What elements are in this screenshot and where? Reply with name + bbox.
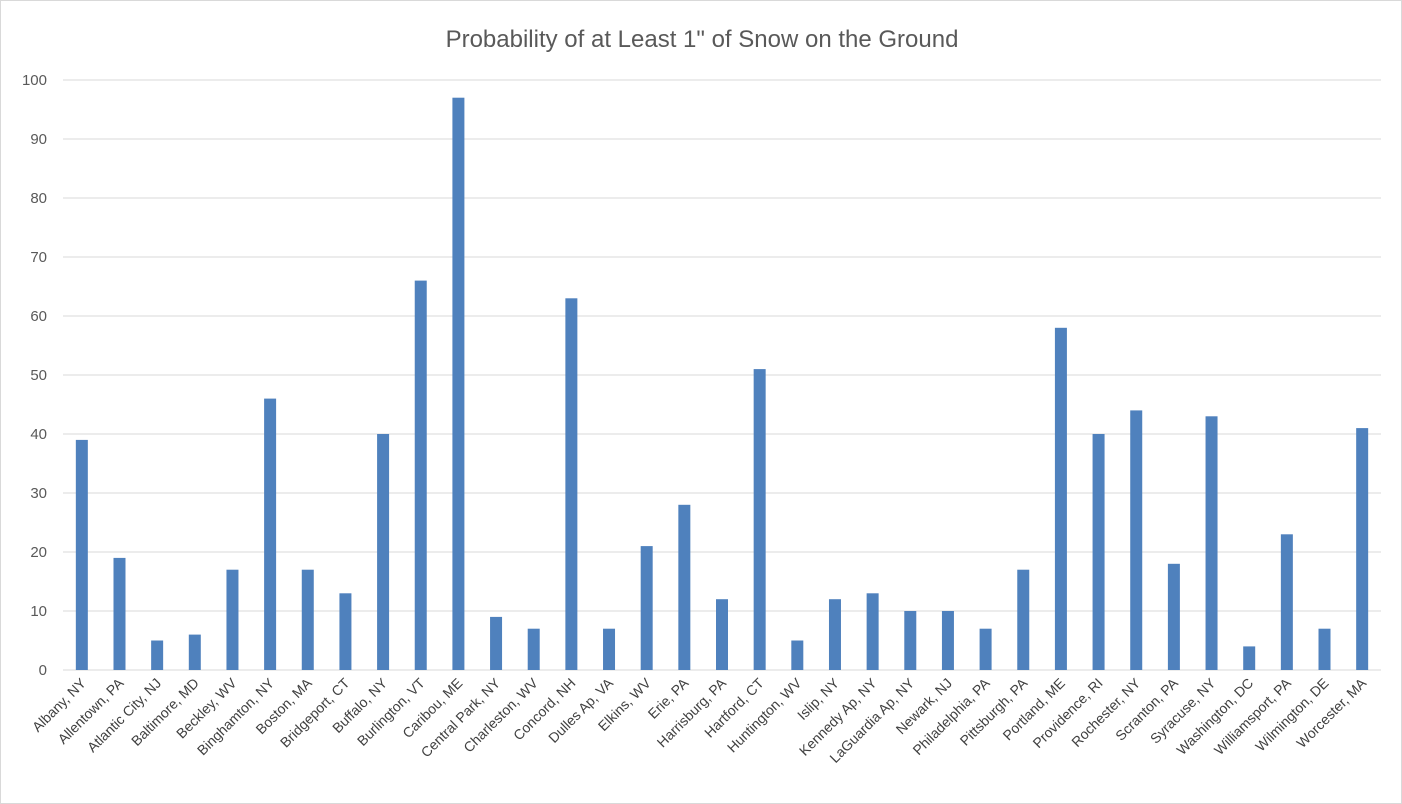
bar <box>414 280 427 670</box>
bar <box>339 593 352 670</box>
y-tick-label: 70 <box>30 249 47 266</box>
bar <box>1167 563 1180 670</box>
y-tick-label: 50 <box>30 367 47 384</box>
y-tick-label: 80 <box>30 190 47 207</box>
bar <box>1130 410 1143 670</box>
y-tick-label: 40 <box>30 426 47 443</box>
bars <box>75 97 1369 670</box>
y-tick-label: 100 <box>22 72 47 89</box>
y-tick-label: 90 <box>30 131 47 148</box>
bar <box>452 97 465 670</box>
chart-title: Probability of at Least 1" of Snow on th… <box>446 26 959 53</box>
bar <box>716 599 728 670</box>
bar <box>603 628 616 670</box>
bar <box>941 611 954 670</box>
bar <box>866 593 879 670</box>
bar <box>678 504 691 670</box>
bar <box>226 569 239 670</box>
bar <box>979 628 992 670</box>
y-tick-label: 0 <box>39 662 47 679</box>
bar <box>640 546 653 670</box>
bar <box>1092 434 1105 670</box>
y-axis-ticks: 0 10 20 30 40 50 60 70 80 90 100 <box>22 72 47 679</box>
bar <box>490 616 503 670</box>
bar <box>1356 428 1369 670</box>
bar <box>527 628 540 670</box>
bar <box>151 640 164 670</box>
bar <box>565 298 578 670</box>
bar <box>1280 534 1293 670</box>
y-tick-label: 60 <box>30 308 47 325</box>
bar <box>113 557 126 670</box>
bar <box>904 611 917 670</box>
bar <box>791 640 804 670</box>
bar <box>1205 416 1218 670</box>
bar <box>828 599 841 670</box>
bar <box>1243 646 1256 670</box>
bar <box>264 398 277 670</box>
bar <box>753 369 766 670</box>
bar <box>377 434 390 670</box>
bar <box>301 569 314 670</box>
y-tick-label: 20 <box>30 544 47 561</box>
y-tick-label: 30 <box>30 485 47 502</box>
bar <box>1318 628 1331 670</box>
bar <box>1017 569 1030 670</box>
gridlines <box>63 79 1381 671</box>
bar <box>75 439 88 670</box>
y-tick-label: 10 <box>30 603 47 620</box>
bar <box>1054 327 1067 670</box>
bar <box>188 634 201 670</box>
